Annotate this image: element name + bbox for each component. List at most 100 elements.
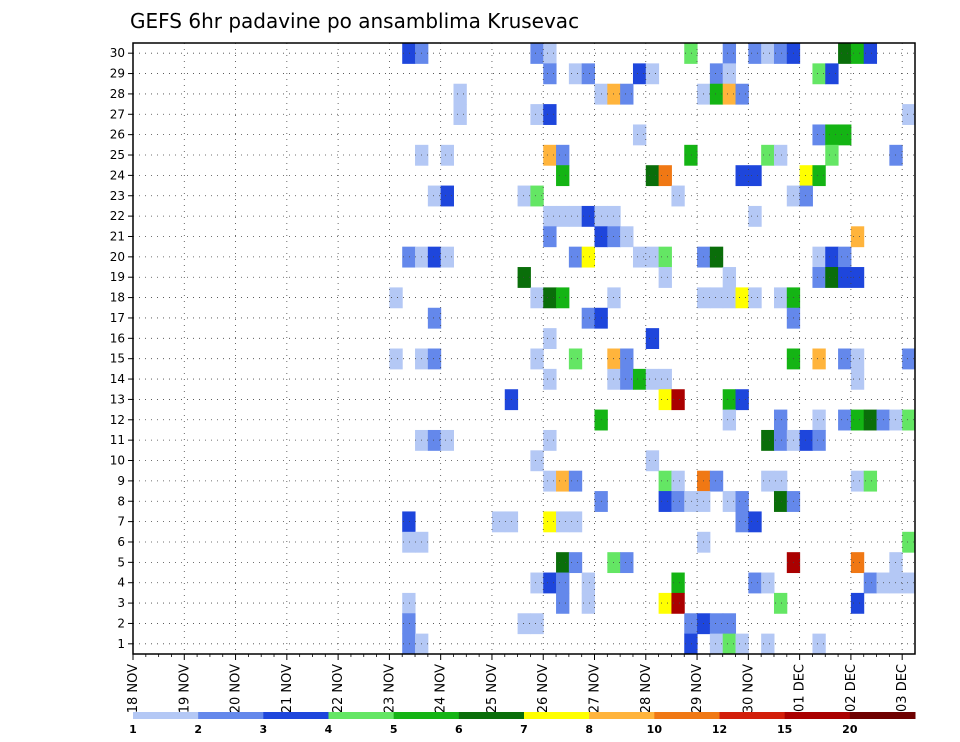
heatmap-cell: [748, 205, 762, 227]
heatmap-cell: [645, 165, 660, 187]
y-axis: 1234567891011121314151617181920212223242…: [110, 46, 133, 651]
heatmap-cell: [658, 592, 672, 614]
x-tick-label: 20 NOV: [229, 664, 244, 713]
heatmap-cell: [902, 104, 916, 125]
x-tick-label: 21 NOV: [280, 664, 295, 713]
heatmap-cell: [838, 246, 852, 268]
legend-tick-label: 3: [260, 723, 268, 736]
legend-tick-label: 10: [647, 723, 663, 736]
heatmap-cell: [748, 165, 762, 187]
heatmap-cell: [722, 633, 737, 655]
heatmap-cell: [440, 144, 454, 166]
x-tick-label: 18 NOV: [126, 664, 141, 713]
heatmap-cell: [735, 511, 749, 533]
heatmap-cell: [453, 83, 467, 105]
heatmap-cell: [799, 165, 813, 187]
x-tick-label: 19 NOV: [177, 664, 192, 713]
heatmap-cell: [838, 267, 852, 288]
heatmap-cell: [543, 63, 557, 85]
legend-swatch: [654, 712, 720, 719]
heatmap-cell: [645, 246, 660, 268]
heatmap-cell: [863, 470, 878, 492]
heatmap-cell: [530, 613, 544, 635]
grid-lines: [132, 43, 915, 654]
y-tick-label: 9: [117, 474, 125, 488]
x-tick-label: 29 NOV: [690, 664, 705, 713]
heatmap-cell: [658, 165, 672, 187]
heatmap-cell: [427, 429, 442, 451]
heatmap-cell: [402, 511, 416, 533]
heatmap-cell: [735, 83, 749, 105]
heatmap-cell: [556, 144, 570, 166]
legend-tick-label: 20: [842, 723, 858, 736]
heatmap-cell: [773, 43, 788, 64]
heatmap-cell: [722, 409, 737, 431]
heatmap-cell: [838, 409, 852, 431]
heatmap-cell: [517, 613, 531, 635]
heatmap-cell: [812, 429, 826, 451]
heatmap-cell: [684, 43, 698, 64]
heatmap-cell: [902, 531, 916, 553]
y-tick-label: 10: [110, 454, 125, 468]
heatmap-cell: [748, 572, 762, 594]
y-tick-label: 16: [110, 331, 125, 345]
heatmap-cell: [671, 185, 685, 207]
y-tick-label: 19: [110, 270, 125, 284]
heatmap-cell: [735, 389, 749, 411]
heatmap-cell: [863, 409, 878, 431]
heatmap-cell: [517, 267, 531, 288]
y-tick-label: 3: [117, 596, 125, 610]
legend-swatch: [589, 712, 655, 719]
heatmap-cell: [645, 450, 660, 472]
legend-swatch: [524, 712, 590, 719]
heatmap-cell: [568, 63, 583, 85]
heatmap-cell: [530, 104, 544, 125]
heatmap-cell: [825, 246, 839, 268]
x-tick-label: 01 DEC: [793, 664, 808, 712]
plot-frame: [132, 42, 916, 655]
heatmap-cell: [658, 389, 672, 411]
heatmap-cell: [632, 246, 647, 268]
y-tick-label: 15: [110, 352, 125, 366]
heatmap-cell: [632, 368, 647, 390]
y-tick-label: 25: [110, 148, 125, 162]
legend-swatch: [263, 712, 329, 719]
y-tick-label: 7: [117, 515, 125, 529]
heatmap-cell: [389, 287, 403, 309]
heatmap-cell: [543, 429, 557, 451]
heatmap-cell: [402, 633, 416, 655]
x-tick-label: 26 NOV: [536, 664, 551, 713]
legend-swatch: [133, 712, 199, 719]
y-tick-label: 11: [110, 433, 125, 447]
heatmap-cell: [722, 613, 737, 635]
heatmap-cell: [671, 491, 685, 512]
heatmap-cell: [773, 144, 788, 166]
heatmap-cell: [709, 613, 724, 635]
heatmap-cell: [543, 572, 557, 594]
y-tick-label: 2: [117, 616, 125, 630]
heatmap-cell: [722, 83, 737, 105]
heatmap-cell: [556, 592, 570, 614]
heatmap-cell: [850, 368, 865, 390]
heatmap-cell: [556, 165, 570, 187]
heatmap-cell: [761, 470, 775, 492]
heatmap-cell: [838, 43, 852, 64]
heatmap-cell: [530, 572, 544, 594]
heatmap-cell: [632, 63, 647, 85]
heatmap-cell: [773, 470, 788, 492]
heatmap-cell: [671, 389, 685, 411]
heatmap-cell: [568, 552, 583, 574]
heatmap-cell: [568, 246, 583, 268]
heatmap-cell: [748, 287, 762, 309]
heatmap-cell: [748, 43, 762, 64]
heatmap-cell: [543, 43, 557, 64]
heatmap-cell: [812, 348, 826, 370]
heatmap-cell: [620, 83, 634, 105]
heatmap-cell: [863, 43, 878, 64]
heatmap-cell: [722, 63, 737, 85]
y-tick-label: 28: [110, 87, 125, 101]
heatmap-cell: [530, 43, 544, 64]
heatmap-cell: [902, 409, 916, 431]
legend-tick-label: 12: [712, 723, 727, 736]
heatmap-cell: [581, 63, 596, 85]
